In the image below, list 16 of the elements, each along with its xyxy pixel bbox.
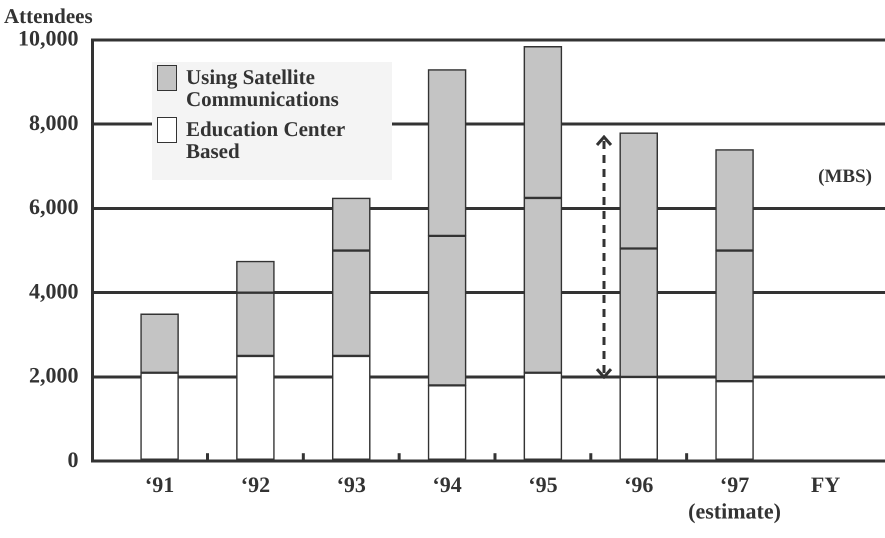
y-tick-label: 8,000 [29,110,78,135]
x-tick-label: ‘94 [432,472,462,498]
y-tick-label: 0 [68,446,78,472]
y-tick-label: 6,000 [29,194,78,220]
x-tick-label: ‘91 [144,472,174,498]
legend-label: Education Center Based [186,117,346,163]
x-tick-label: ‘97 (estimate) [688,472,781,524]
text: (MBS) [818,166,872,188]
x-tick-label: ‘95 [528,472,558,498]
x-axis-title: FY [810,472,840,497]
x-tick-label: ‘92 [240,472,270,498]
y-tick-label: 4,000 [29,278,78,304]
x-tick-label: ‘93 [336,472,366,498]
legend-label: Using Satellite Communications [186,65,340,111]
y-tick-label: 2,000 [29,362,78,388]
x-tick-label: ‘96 [624,472,654,498]
